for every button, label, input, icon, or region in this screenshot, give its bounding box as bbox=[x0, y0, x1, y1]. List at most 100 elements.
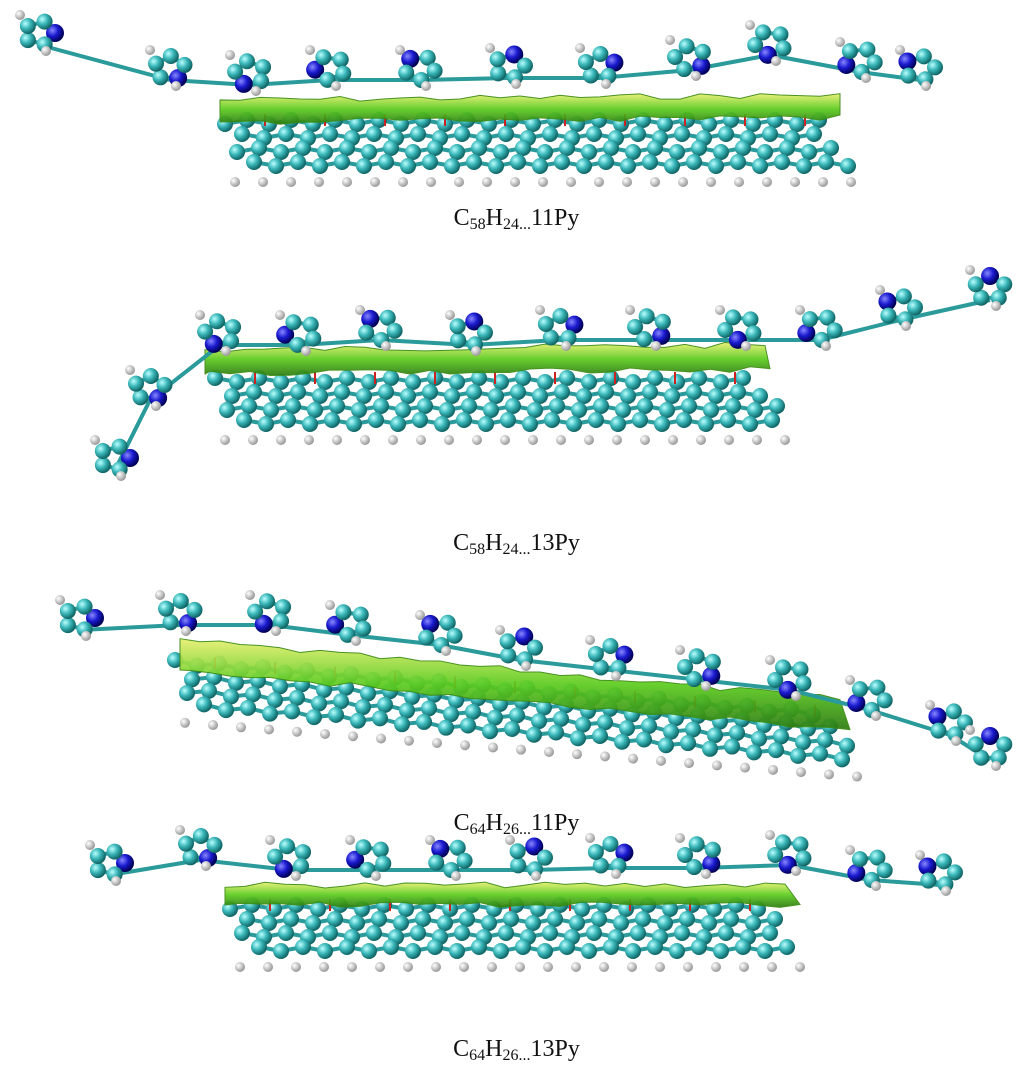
carbon-atom bbox=[553, 711, 569, 727]
carbon-atom bbox=[273, 374, 289, 390]
carbon-atom bbox=[465, 704, 481, 720]
hydrogen-atom bbox=[355, 305, 365, 315]
hydrogen-atom bbox=[745, 20, 755, 30]
carbon-atom bbox=[223, 688, 239, 704]
hydrogen-atom bbox=[991, 301, 1001, 311]
carbon-atom bbox=[795, 675, 811, 691]
hydrogen-atom bbox=[585, 635, 595, 645]
caption-part: H bbox=[485, 1036, 502, 1062]
carbon-atom bbox=[742, 311, 758, 327]
caption-part: C bbox=[454, 810, 470, 836]
carbon-atom bbox=[792, 661, 808, 677]
hydrogen-atom bbox=[846, 177, 856, 187]
carbon-atom bbox=[405, 943, 421, 959]
carbon-atom bbox=[767, 911, 783, 927]
hydrogen-atom bbox=[921, 81, 931, 91]
hydrogen-atom bbox=[472, 435, 482, 445]
hydrogen-atom bbox=[381, 341, 391, 351]
carbon-atom bbox=[236, 412, 252, 428]
carbon-atom bbox=[383, 370, 399, 386]
carbon-atom bbox=[752, 158, 768, 174]
carbon-atom bbox=[654, 416, 670, 432]
carbon-atom bbox=[179, 685, 195, 701]
carbon-atom bbox=[339, 939, 355, 955]
hydrogen-atom bbox=[305, 45, 315, 55]
hydrogen-atom bbox=[845, 675, 855, 685]
carbon-atom bbox=[676, 412, 692, 428]
carbon-atom bbox=[454, 925, 470, 941]
hydrogen-atom bbox=[325, 600, 335, 610]
hydrogen-atom bbox=[145, 45, 155, 55]
carbon-atom bbox=[241, 398, 257, 414]
carbon-atom bbox=[725, 309, 741, 325]
carbon-atom bbox=[290, 154, 306, 170]
carbon-atom bbox=[443, 706, 459, 722]
carbon-atom bbox=[456, 412, 472, 428]
carbon-atom bbox=[592, 46, 608, 62]
carbon-atom bbox=[322, 925, 338, 941]
carbon-atom bbox=[483, 402, 499, 418]
carbon-atom bbox=[877, 862, 893, 878]
carbon-atom bbox=[493, 144, 509, 160]
hydrogen-atom bbox=[263, 962, 273, 972]
carbon-atom bbox=[312, 158, 328, 174]
carbon-atom bbox=[218, 702, 234, 718]
hydrogen-atom bbox=[155, 590, 165, 600]
carbon-atom bbox=[459, 911, 475, 927]
carbon-atom bbox=[625, 374, 641, 390]
hydrogen-atom bbox=[895, 45, 905, 55]
carbon-atom bbox=[311, 696, 327, 712]
carbon-atom bbox=[542, 126, 558, 142]
hydrogen-atom bbox=[683, 962, 693, 972]
carbon-atom bbox=[246, 384, 262, 400]
carbon-atom bbox=[789, 116, 805, 132]
carbon-atom bbox=[655, 314, 671, 330]
carbon-atom bbox=[559, 939, 575, 955]
carbon-atom bbox=[482, 723, 498, 739]
carbon-atom bbox=[355, 839, 371, 855]
hydrogen-atom bbox=[276, 435, 286, 445]
carbon-atom bbox=[399, 703, 415, 719]
carbon-atom bbox=[457, 853, 473, 869]
carbon-atom bbox=[361, 943, 377, 959]
carbon-atom bbox=[827, 322, 843, 338]
hydrogen-atom bbox=[342, 177, 352, 187]
hydrogen-atom bbox=[790, 177, 800, 187]
caption-sub: 24... bbox=[503, 541, 531, 558]
carbon-atom bbox=[639, 308, 655, 324]
hydrogen-atom bbox=[556, 435, 566, 445]
hydrogen-atom bbox=[230, 177, 240, 187]
carbon-atom bbox=[566, 416, 582, 432]
carbon-atom bbox=[95, 443, 111, 459]
carbon-atom bbox=[581, 943, 597, 959]
hydrogen-atom bbox=[125, 365, 135, 375]
carbon-atom bbox=[725, 398, 741, 414]
carbon-atom bbox=[454, 126, 470, 142]
carbon-atom bbox=[547, 911, 563, 927]
carbon-atom bbox=[251, 140, 267, 156]
carbon-atom bbox=[284, 703, 300, 719]
hydrogen-atom bbox=[432, 738, 442, 748]
hydrogen-atom bbox=[835, 37, 845, 47]
hydrogen-atom bbox=[221, 346, 231, 356]
hydrogen-atom bbox=[765, 655, 775, 665]
carbon-atom bbox=[525, 915, 541, 931]
carbon-atom bbox=[333, 693, 349, 709]
carbon-atom bbox=[353, 607, 369, 623]
carbon-atom bbox=[745, 915, 761, 931]
carbon-atom bbox=[481, 915, 497, 931]
carbon-atom bbox=[613, 915, 629, 931]
carbon-atom bbox=[427, 140, 443, 156]
carbon-atom bbox=[598, 154, 614, 170]
carbon-atom bbox=[366, 925, 382, 941]
hydrogen-atom bbox=[444, 435, 454, 445]
carbon-atom bbox=[289, 690, 305, 706]
hydrogen-atom bbox=[665, 35, 675, 45]
carbon-atom bbox=[395, 402, 411, 418]
hydrogen-atom bbox=[571, 962, 581, 972]
carbon-atom bbox=[268, 388, 284, 404]
carbon-atom bbox=[578, 54, 594, 70]
carbon-atom bbox=[713, 374, 729, 390]
carbon-atom bbox=[239, 53, 255, 69]
caption: C58H24...11Py bbox=[0, 205, 1033, 234]
